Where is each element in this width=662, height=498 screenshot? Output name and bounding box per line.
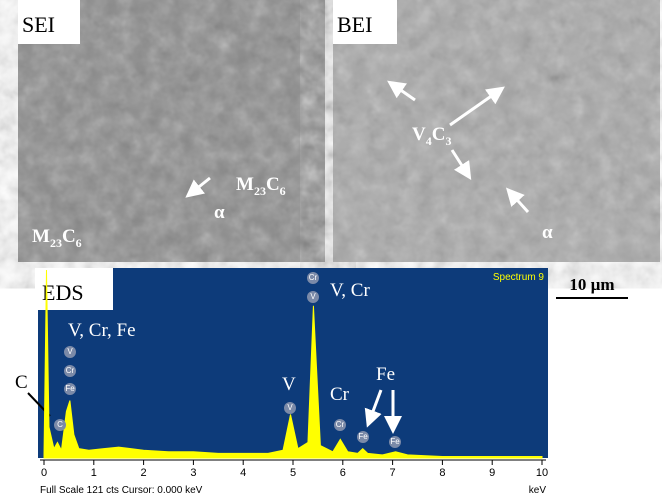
footer: Full Scale 121 cts Cursor: 0.000 keV [40, 485, 203, 496]
annotation: Cr [330, 384, 350, 405]
x-tick-label: 10 [536, 467, 548, 479]
x-tick-label: 4 [240, 467, 246, 479]
peak-marker: C [57, 420, 63, 429]
x-tick-label: 8 [439, 467, 445, 479]
x-tick-label: 6 [340, 467, 346, 479]
x-tick-label: 5 [290, 467, 296, 479]
peak-marker: V [310, 292, 316, 301]
annotation: C [15, 372, 28, 393]
x-unit: keV [529, 485, 547, 496]
alpha-label: α [214, 202, 225, 223]
x-tick-label: 2 [141, 467, 147, 479]
eds-panel: EDS Spectrum 9 V, Cr, Fe C V V, Cr Cr Fe [15, 268, 548, 458]
scale-bar-label: 10 µm [569, 275, 614, 294]
sei-panel: SEI α M23C6 M23C6 [18, 0, 325, 262]
peak-marker: Fe [65, 384, 75, 393]
panel-label: EDS [42, 280, 84, 305]
x-tick-label: 9 [489, 467, 495, 479]
peak-marker: Cr [336, 420, 345, 429]
x-tick-label: 0 [41, 467, 47, 479]
annotation: Fe [376, 364, 395, 385]
peak-marker: Cr [66, 366, 75, 375]
x-tick-label: 7 [390, 467, 396, 479]
x-tick-label: 1 [91, 467, 97, 479]
page: SEI α M23C6 M23C6 BEI V4C3 α 10 µm EDS S… [0, 0, 662, 498]
bei-panel: BEI V4C3 α [333, 0, 660, 262]
annotation: V [282, 374, 296, 395]
panel-label: BEI [337, 12, 372, 37]
panel-label: SEI [22, 12, 55, 37]
figure: SEI α M23C6 M23C6 BEI V4C3 α 10 µm EDS S… [0, 0, 662, 498]
annotation: V, Cr, Fe [68, 320, 136, 341]
annotation: V, Cr [330, 280, 370, 301]
peak-marker: Fe [390, 437, 400, 446]
peak-marker: V [67, 347, 73, 356]
peak-marker: Fe [358, 432, 368, 441]
spectrum-name: Spectrum 9 [493, 272, 545, 283]
peak-marker: V [287, 403, 293, 412]
x-tick-label: 3 [190, 467, 196, 479]
alpha-label: α [542, 222, 553, 243]
peak-marker: Cr [309, 273, 318, 282]
